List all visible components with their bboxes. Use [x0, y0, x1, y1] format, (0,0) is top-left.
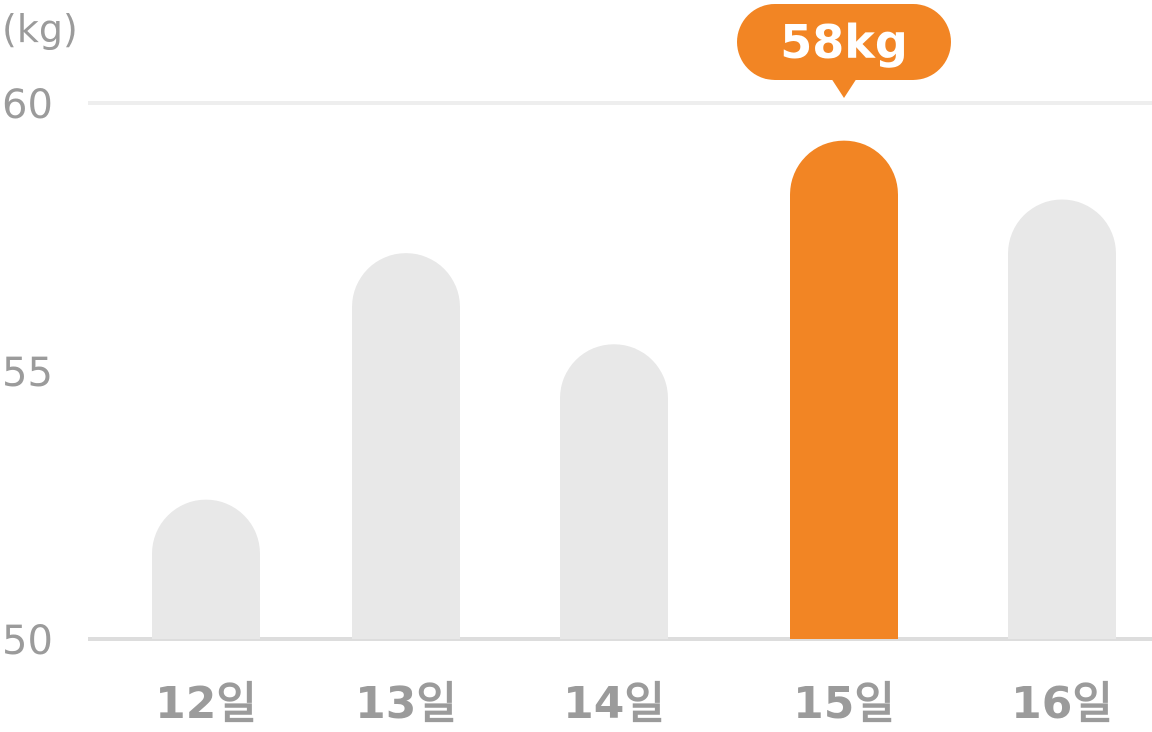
- y-tick-label-50: 50: [2, 618, 53, 664]
- bars: [152, 140, 1116, 639]
- y-tick-label-55: 55: [2, 350, 53, 396]
- bar-15일: [790, 140, 898, 639]
- tooltip-pointer: [831, 78, 857, 98]
- bar-13일: [352, 253, 460, 639]
- y-axis-unit-label: (kg): [2, 7, 78, 51]
- x-axis-labels: 12일 13일 14일 15일 16일: [155, 678, 1113, 729]
- bar-16일: [1008, 199, 1116, 639]
- value-tooltip: 58kg: [737, 4, 951, 98]
- y-tick-label-60: 60: [2, 82, 53, 128]
- tooltip-bubble: [737, 4, 951, 80]
- y-axis-ticks: 50 55 60: [2, 82, 53, 664]
- x-tick-label-12일: 12일: [155, 678, 257, 728]
- bar-14일: [560, 344, 668, 639]
- x-tick-label-15일: 15일: [793, 678, 895, 728]
- x-tick-label-13일: 13일: [355, 678, 457, 728]
- x-tick-label-14일: 14일: [563, 678, 665, 728]
- x-tick-label-16일: 16일: [1011, 678, 1113, 728]
- tooltip-value-label: 58kg: [780, 15, 908, 69]
- bar-12일: [152, 499, 260, 639]
